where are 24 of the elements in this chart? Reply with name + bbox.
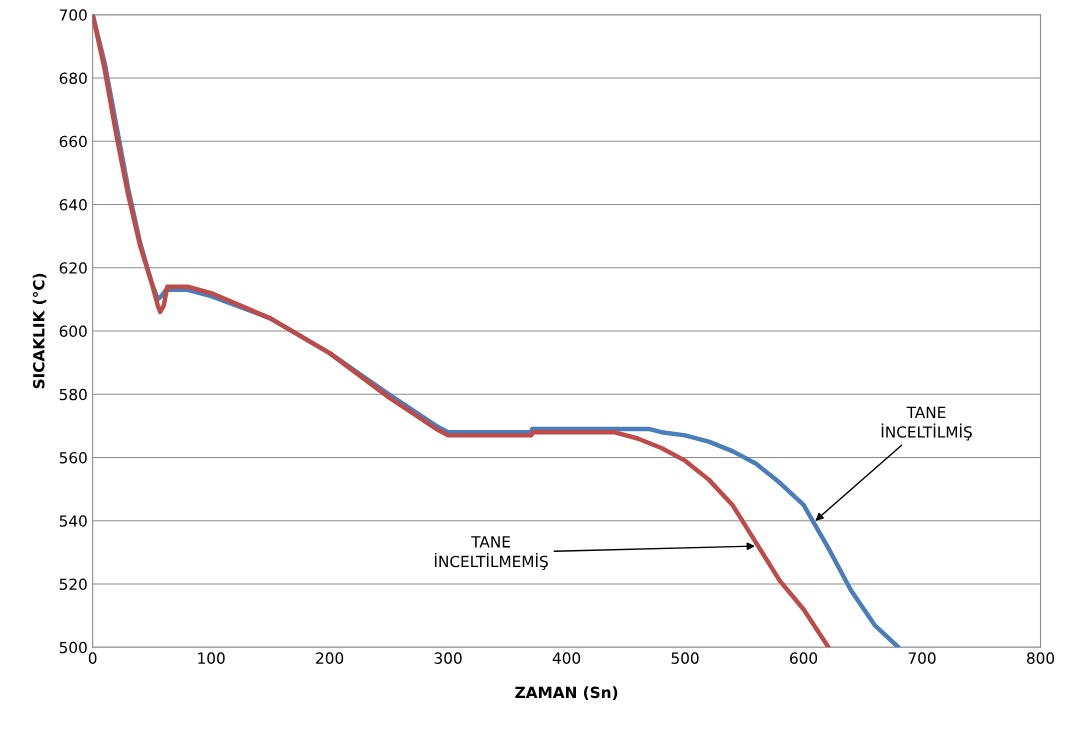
y-tick-label: 640 [59,198,87,211]
y-tick-label: 580 [59,388,87,401]
y-tick-label: 520 [59,578,87,590]
x-tick-label: 800 [1026,652,1055,664]
y-axis-title: SICAKLIK (°C) [32,273,47,389]
x-tick-label: 100 [198,652,225,664]
x-axis-title: ZAMAN (Sn) [515,686,618,700]
x-tick-label: 0 [88,652,97,664]
x-tick-label: 500 [671,652,699,664]
x-tick-label: 200 [316,652,344,664]
x-tick-label: 300 [434,652,462,664]
y-tick-label: 660 [59,135,87,148]
y-tick-label: 560 [59,451,87,464]
y-tick-label: 500 [59,641,87,654]
x-tick-label: 600 [790,652,818,664]
x-tick-label: 400 [552,652,581,664]
y-tick-label: 700 [59,9,87,21]
y-tick-label: 600 [59,325,87,338]
y-tick-label: 680 [59,72,87,85]
y-tick-label: 540 [59,515,87,527]
y-tick-label: 620 [59,262,87,274]
x-tick-label: 700 [908,652,936,664]
annotation: TANE İNCELTİLMİŞ [881,406,972,441]
annotation: TANE İNCELTİLMEMİŞ [434,536,548,570]
